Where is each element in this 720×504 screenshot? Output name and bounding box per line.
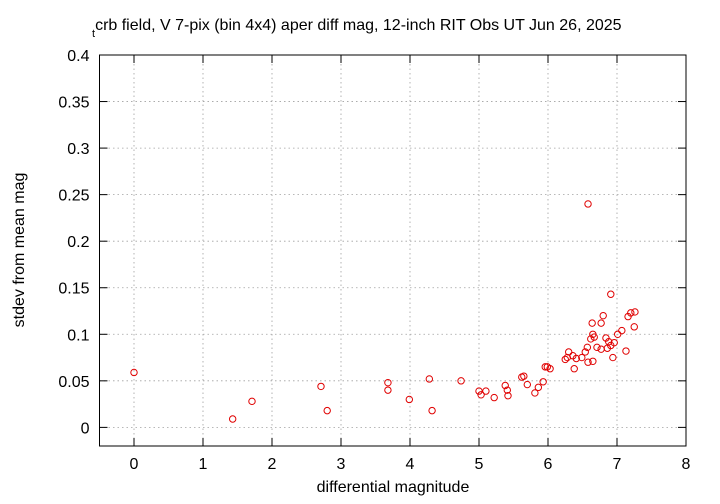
data-point bbox=[597, 345, 605, 353]
x-tick-label: 2 bbox=[268, 456, 277, 473]
data-point bbox=[593, 343, 601, 352]
data-point bbox=[482, 387, 490, 395]
y-tick-label: 0 bbox=[81, 420, 90, 437]
data-point bbox=[490, 393, 498, 402]
data-point bbox=[578, 353, 586, 362]
data-point bbox=[531, 389, 539, 397]
y-tick-label: 0.15 bbox=[58, 281, 89, 298]
data-point bbox=[590, 333, 598, 341]
data-point bbox=[584, 200, 592, 208]
y-tick-label: 0.1 bbox=[67, 327, 89, 344]
y-tick-label: 0.2 bbox=[67, 234, 89, 251]
plot-border bbox=[99, 54, 687, 447]
data-point bbox=[565, 348, 573, 356]
data-point bbox=[317, 382, 325, 391]
data-point bbox=[627, 309, 635, 317]
data-point bbox=[610, 338, 618, 347]
data-point bbox=[228, 415, 237, 423]
data-point bbox=[541, 363, 549, 371]
x-axis-label: differential magnitude bbox=[317, 479, 470, 496]
x-tick-label: 3 bbox=[337, 456, 346, 473]
data-point bbox=[583, 343, 592, 352]
data-point bbox=[572, 354, 580, 363]
data-point bbox=[581, 348, 589, 356]
y-tick-label: 0.05 bbox=[58, 374, 89, 391]
data-point bbox=[503, 386, 511, 394]
data-point bbox=[546, 365, 554, 373]
data-point bbox=[622, 347, 630, 355]
data-point bbox=[248, 397, 256, 406]
data-point bbox=[589, 357, 597, 365]
y-tick-label: 0.35 bbox=[58, 95, 89, 112]
data-point bbox=[599, 311, 607, 320]
title-text: crb field, V 7-pix (bin 4x4) aper diff m… bbox=[95, 17, 622, 34]
data-point bbox=[477, 391, 485, 399]
data-point bbox=[523, 380, 531, 389]
chart-title: tcrb field, V 7-pix (bin 4x4) aper diff … bbox=[92, 17, 622, 40]
data-point bbox=[323, 406, 331, 415]
x-tick-label: 1 bbox=[199, 456, 208, 473]
data-point bbox=[607, 290, 615, 298]
data-point bbox=[405, 395, 414, 404]
data-point bbox=[613, 330, 622, 338]
data-point bbox=[609, 353, 617, 362]
data-point bbox=[534, 383, 543, 392]
data-point bbox=[597, 319, 605, 327]
data-point bbox=[561, 355, 569, 364]
x-tick-label: 6 bbox=[544, 456, 553, 473]
data-point bbox=[457, 377, 465, 385]
data-point bbox=[425, 375, 434, 383]
x-tick-label: 0 bbox=[130, 456, 139, 473]
title-subscript: t bbox=[92, 28, 95, 40]
y-tick-label: 0.4 bbox=[67, 48, 89, 65]
data-point bbox=[630, 323, 638, 331]
y-tick-label: 0.3 bbox=[67, 141, 89, 158]
x-tick-label: 7 bbox=[613, 456, 622, 473]
data-point bbox=[501, 381, 509, 390]
data-point bbox=[570, 365, 578, 373]
data-point bbox=[587, 335, 595, 343]
data-point bbox=[428, 406, 436, 415]
data-point bbox=[130, 368, 138, 377]
data-point bbox=[504, 392, 512, 400]
x-tick-label: 5 bbox=[475, 456, 484, 473]
data-point bbox=[631, 308, 639, 316]
data-point bbox=[605, 338, 613, 346]
data-point bbox=[384, 386, 392, 394]
data-point bbox=[539, 378, 547, 386]
x-tick-label: 8 bbox=[682, 456, 691, 473]
data-point bbox=[584, 358, 592, 366]
x-tick-label: 4 bbox=[406, 456, 415, 473]
y-axis-label: stdev from mean mag bbox=[11, 173, 28, 328]
y-tick-label: 0.25 bbox=[58, 188, 89, 205]
data-point bbox=[588, 319, 596, 327]
data-point bbox=[384, 378, 392, 387]
data-point bbox=[520, 372, 528, 380]
data-point bbox=[618, 326, 626, 335]
data-point bbox=[475, 387, 483, 395]
